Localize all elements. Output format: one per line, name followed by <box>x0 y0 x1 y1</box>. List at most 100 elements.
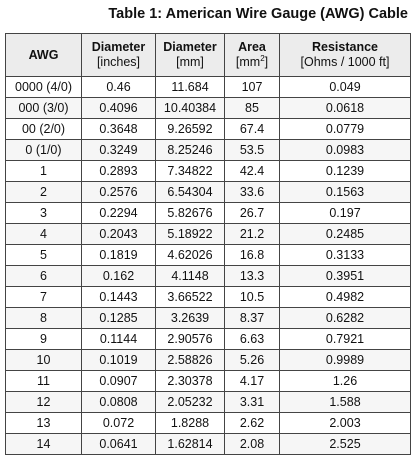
table-row: 000 (3/0) 0.4096 10.40384 85 0.0618 <box>5 97 411 119</box>
diameter-inches-cell: 0.0808 <box>81 391 156 413</box>
area-cell: 6.63 <box>224 328 280 350</box>
resistance-cell: 0.0618 <box>279 97 411 119</box>
table-row: 10 0.1019 2.58826 5.26 0.9989 <box>5 349 411 371</box>
diameter-inches-cell: 0.4096 <box>81 97 156 119</box>
area-cell: 26.7 <box>224 202 280 224</box>
diameter-mm-cell: 5.82676 <box>155 202 225 224</box>
area-cell: 67.4 <box>224 118 280 140</box>
diameter-inches-cell: 0.2893 <box>81 160 156 182</box>
table-row: 4 0.2043 5.18922 21.2 0.2485 <box>5 223 411 245</box>
table-row: 3 0.2294 5.82676 26.7 0.197 <box>5 202 411 224</box>
resistance-cell: 1.26 <box>279 370 411 392</box>
diameter-inches-cell: 0.1144 <box>81 328 156 350</box>
header-diameter-mm: Diameter [mm] <box>155 33 225 77</box>
area-cell: 10.5 <box>224 286 280 308</box>
diameter-mm-cell: 8.25246 <box>155 139 225 161</box>
header-diameter-inches: Diameter [inches] <box>81 33 156 77</box>
table-title: Table 1: American Wire Gauge (AWG) Cable <box>108 6 408 22</box>
diameter-inches-cell: 0.1819 <box>81 244 156 266</box>
resistance-cell: 0.4982 <box>279 286 411 308</box>
area-cell: 85 <box>224 97 280 119</box>
diameter-inches-cell: 0.072 <box>81 412 156 434</box>
header-diameter-mm-unit: [mm] <box>176 55 204 69</box>
header-area-label: Area <box>238 40 266 54</box>
awg-cell: 8 <box>5 307 82 329</box>
resistance-cell: 0.0779 <box>279 118 411 140</box>
resistance-cell: 0.049 <box>279 76 411 98</box>
awg-cell: 00 (2/0) <box>5 118 82 140</box>
header-area-unit-post: ] <box>264 55 269 69</box>
awg-cell: 5 <box>5 244 82 266</box>
diameter-mm-cell: 4.62026 <box>155 244 225 266</box>
area-cell: 42.4 <box>224 160 280 182</box>
area-cell: 33.6 <box>224 181 280 203</box>
awg-cell: 0 (1/0) <box>5 139 82 161</box>
header-area-unit-sup: 2 <box>260 53 265 63</box>
resistance-cell: 0.2485 <box>279 223 411 245</box>
resistance-cell: 0.3133 <box>279 244 411 266</box>
diameter-mm-cell: 3.66522 <box>155 286 225 308</box>
resistance-cell: 0.1563 <box>279 181 411 203</box>
area-cell: 21.2 <box>224 223 280 245</box>
table-row: 14 0.0641 1.62814 2.08 2.525 <box>5 433 411 455</box>
awg-table: AWG Diameter [inches] Diameter [mm] Area… <box>5 33 411 455</box>
header-area-unit: [mm2] <box>226 53 279 70</box>
header-diameter-inches-unit: [inches] <box>96 55 141 69</box>
diameter-inches-cell: 0.162 <box>81 265 156 287</box>
diameter-inches-cell: 0.1443 <box>81 286 156 308</box>
diameter-mm-cell: 3.2639 <box>155 307 225 329</box>
header-area: Area [mm2] <box>224 33 280 77</box>
diameter-mm-cell: 1.62814 <box>155 433 225 455</box>
table-row: 7 0.1443 3.66522 10.5 0.4982 <box>5 286 411 308</box>
table-row: 5 0.1819 4.62026 16.8 0.3133 <box>5 244 411 266</box>
table-row: 13 0.072 1.8288 2.62 2.003 <box>5 412 411 434</box>
awg-cell: 0000 (4/0) <box>5 76 82 98</box>
area-cell: 16.8 <box>224 244 280 266</box>
diameter-inches-cell: 0.1019 <box>81 349 156 371</box>
area-cell: 2.62 <box>224 412 280 434</box>
header-resistance-unit: [Ohms / 1000 ft] <box>300 55 390 69</box>
table-row: 1 0.2893 7.34822 42.4 0.1239 <box>5 160 411 182</box>
area-cell: 3.31 <box>224 391 280 413</box>
area-cell: 8.37 <box>224 307 280 329</box>
header-resistance-label: Resistance <box>311 40 378 54</box>
resistance-cell: 0.197 <box>279 202 411 224</box>
awg-cell: 2 <box>5 181 82 203</box>
table-header: AWG Diameter [inches] Diameter [mm] Area… <box>5 33 411 77</box>
diameter-inches-cell: 0.2294 <box>81 202 156 224</box>
diameter-mm-cell: 2.90576 <box>155 328 225 350</box>
diameter-mm-cell: 2.58826 <box>155 349 225 371</box>
table-row: 9 0.1144 2.90576 6.63 0.7921 <box>5 328 411 350</box>
diameter-inches-cell: 0.0907 <box>81 370 156 392</box>
resistance-cell: 0.0983 <box>279 139 411 161</box>
diameter-mm-cell: 10.40384 <box>155 97 225 119</box>
resistance-cell: 0.9989 <box>279 349 411 371</box>
diameter-mm-cell: 2.30378 <box>155 370 225 392</box>
awg-cell: 14 <box>5 433 82 455</box>
header-area-unit-pre: [mm <box>235 55 261 69</box>
resistance-cell: 0.7921 <box>279 328 411 350</box>
resistance-cell: 1.588 <box>279 391 411 413</box>
area-cell: 107 <box>224 76 280 98</box>
table-row: 00 (2/0) 0.3648 9.26592 67.4 0.0779 <box>5 118 411 140</box>
diameter-mm-cell: 11.684 <box>155 76 225 98</box>
diameter-mm-cell: 6.54304 <box>155 181 225 203</box>
header-resistance: Resistance [Ohms / 1000 ft] <box>279 33 411 77</box>
diameter-mm-cell: 2.05232 <box>155 391 225 413</box>
awg-cell: 13 <box>5 412 82 434</box>
diameter-inches-cell: 0.2043 <box>81 223 156 245</box>
header-diameter-mm-label: Diameter <box>163 40 217 54</box>
resistance-cell: 0.6282 <box>279 307 411 329</box>
awg-cell: 7 <box>5 286 82 308</box>
awg-cell: 000 (3/0) <box>5 97 82 119</box>
header-row: AWG Diameter [inches] Diameter [mm] Area… <box>5 33 411 77</box>
header-diameter-inches-label: Diameter <box>91 40 146 54</box>
table-row: 0 (1/0) 0.3249 8.25246 53.5 0.0983 <box>5 139 411 161</box>
awg-cell: 9 <box>5 328 82 350</box>
diameter-mm-cell: 7.34822 <box>155 160 225 182</box>
area-cell: 5.26 <box>224 349 280 371</box>
header-awg: AWG <box>5 33 82 77</box>
resistance-cell: 0.1239 <box>279 160 411 182</box>
awg-cell: 4 <box>5 223 82 245</box>
diameter-mm-cell: 1.8288 <box>155 412 225 434</box>
